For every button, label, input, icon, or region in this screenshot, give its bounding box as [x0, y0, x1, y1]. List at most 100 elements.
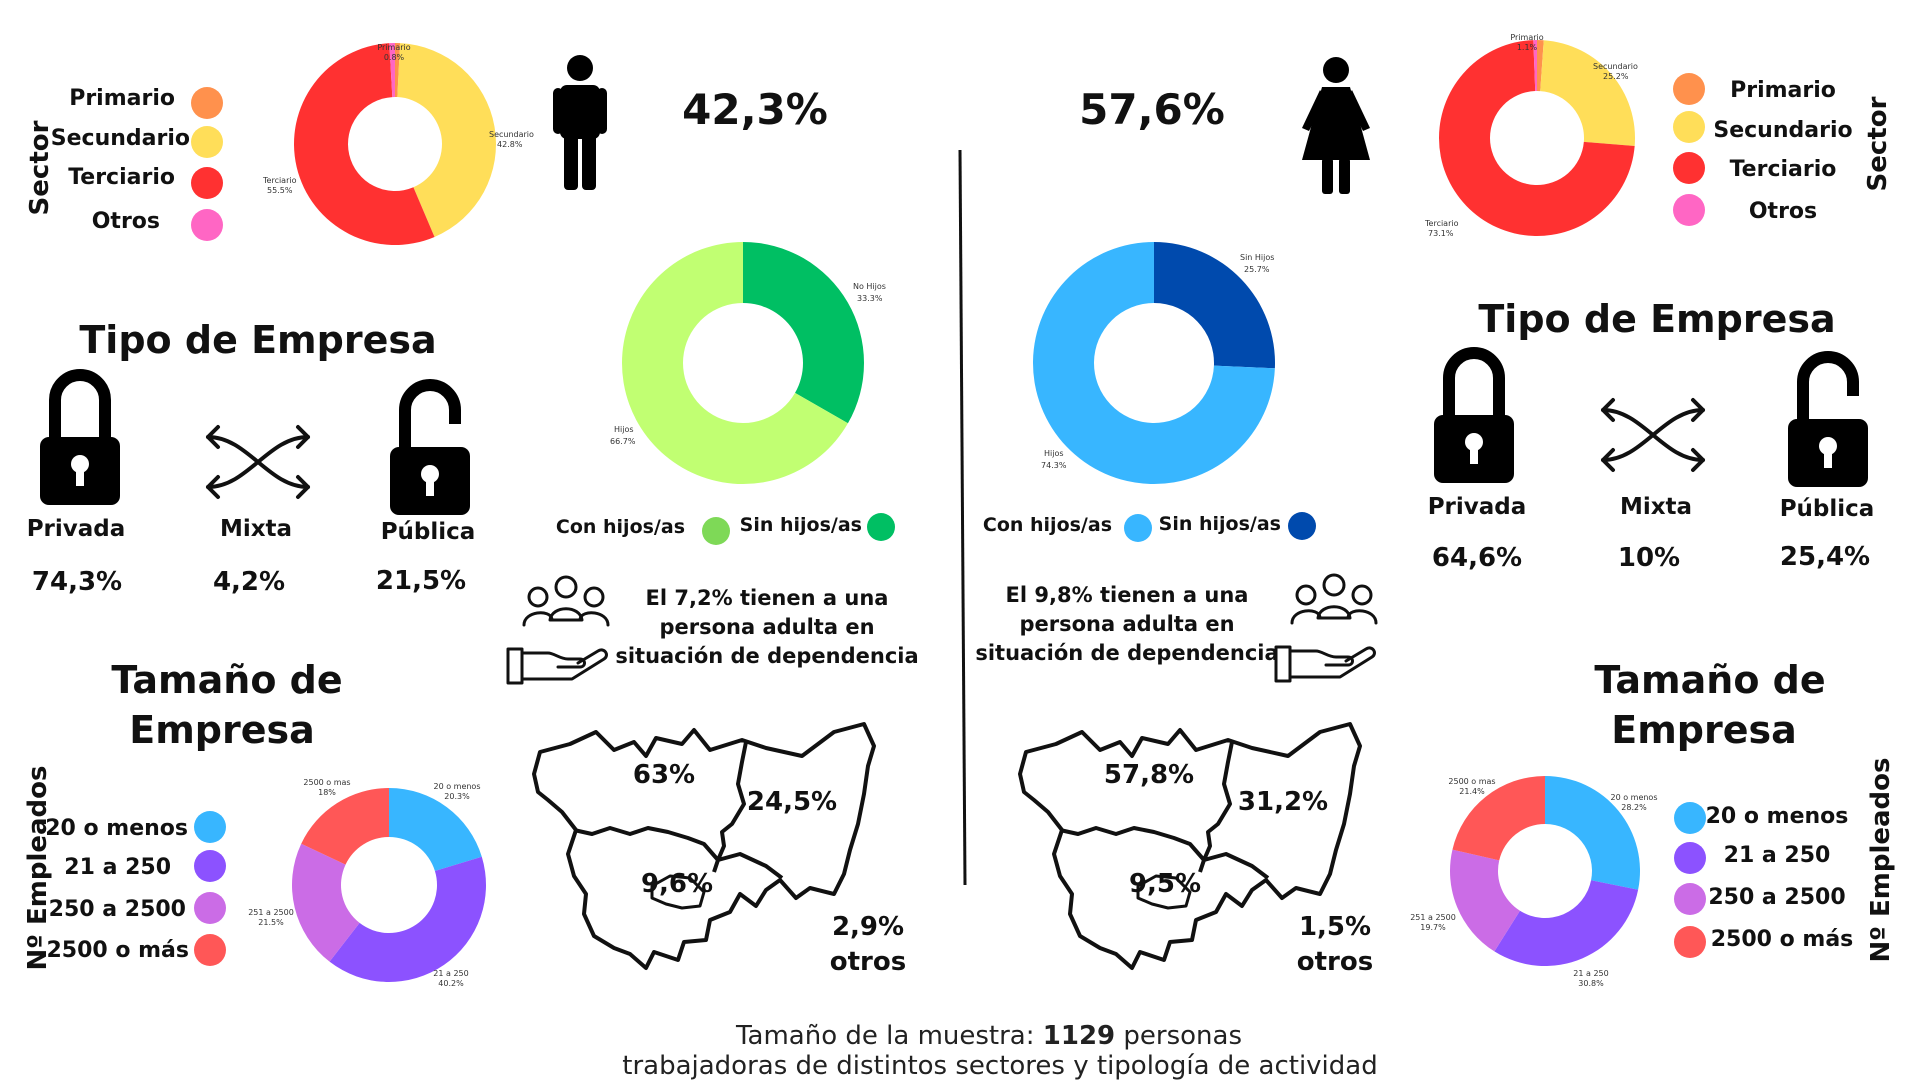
- tipo-empresa-title-women: Tipo de Empresa: [1478, 297, 1835, 341]
- legend-secundario-label: Secundario: [51, 126, 190, 151]
- legend-secundario-label-w: Secundario: [1713, 118, 1852, 143]
- sector-men-slice-terciario: [294, 43, 435, 245]
- legend-sin-hijos-swatch-men: [867, 513, 895, 541]
- legend-size-21-250-swatch-men: [194, 850, 226, 882]
- size-men-label-2500: 2500 o mas: [303, 778, 350, 787]
- sector-donut-men: [294, 43, 497, 245]
- sector-legend-women: Primario Secundario Terciario Otros: [1673, 73, 1853, 226]
- size-men-value-2500: 18%: [318, 788, 336, 797]
- hijos-men-label-si: Hijos: [614, 425, 634, 434]
- legend-terciario-swatch: [191, 167, 223, 199]
- tipo-privada-label-women: Privada: [1428, 494, 1527, 520]
- hijos-women-value-si: 74.3%: [1041, 461, 1067, 470]
- size-men-slice-21-a-250: [329, 856, 486, 982]
- size-women-value-251: 19.7%: [1420, 923, 1446, 932]
- legend-sin-hijos-women: Sin hijos/as: [1159, 513, 1281, 535]
- legend-con-hijos-swatch-women: [1124, 514, 1152, 542]
- hijos-donut-men: [621, 242, 864, 484]
- lock-open-icon-women: [1788, 357, 1868, 487]
- tipo-privada-value-women: 64,6%: [1432, 543, 1522, 573]
- dependency-care-icon-women: [1274, 573, 1378, 683]
- sector-women-value-terciario: 73.1%: [1428, 229, 1454, 238]
- size-men-label-21: 21 a 250: [433, 969, 468, 978]
- hijos-men-slice-hijos: [621, 242, 848, 484]
- dependencia-men-line1: El 7,2% tienen a una: [646, 586, 889, 610]
- legend-primario-swatch-w: [1673, 73, 1705, 105]
- hijos-men-value-no: 33.3%: [857, 294, 883, 303]
- dependencia-women-line1: El 9,8% tienen a una: [1006, 583, 1249, 607]
- legend-size-21-250-men: 21 a 250: [64, 855, 171, 880]
- legend-con-hijos-men: Con hijos/as: [556, 516, 685, 538]
- dependencia-men-line3: situación de dependencia: [615, 644, 918, 668]
- tipo-empresa-title-men: Tipo de Empresa: [79, 318, 436, 362]
- map-women-c: 9,5%: [1129, 869, 1201, 899]
- legend-otros-swatch: [191, 209, 223, 241]
- sector-donut-women: [1439, 40, 1636, 236]
- tipo-publica-value: 21,5%: [376, 566, 466, 596]
- size-women-label-2500: 2500 o mas: [1448, 777, 1495, 786]
- hijos-women-slice-sin-hijos: [1154, 242, 1276, 369]
- hijos-men-label-no: No Hijos: [853, 282, 886, 291]
- legend-sin-hijos-men: Sin hijos/as: [740, 514, 862, 536]
- legend-size-250-2500-swatch-w: [1674, 883, 1706, 915]
- size-women-value-20: 28.2%: [1621, 803, 1647, 812]
- sector-men-label-terciario: Terciario: [262, 176, 297, 185]
- size-donut-women: [1450, 776, 1640, 966]
- sector-men-slice-primario: [395, 43, 401, 98]
- map-women-otros-pct: 1,5%: [1299, 912, 1371, 942]
- legend-size-20-swatch-men: [194, 811, 226, 843]
- women-section: 57,6% Primario 1.1% Secundario 25.2% Ter…: [975, 33, 1896, 988]
- legend-primario-label: Primario: [69, 86, 175, 111]
- hijos-men-slice-no-hijos: [743, 242, 864, 424]
- map-men-c: 9,6%: [641, 869, 713, 899]
- size-men-slice-20-o-menos: [389, 788, 482, 872]
- sector-men-value-terciario: 55.5%: [267, 186, 293, 195]
- size-women-slice-20-o-menos: [1545, 776, 1640, 890]
- hijos-women-label-sin: Sin Hijos: [1240, 253, 1274, 262]
- legend-primario-label-w: Primario: [1730, 78, 1836, 103]
- dependencia-women-line2: persona adulta en: [1019, 612, 1234, 636]
- legend-terciario-label-w: Terciario: [1730, 157, 1837, 182]
- size-men-label-251: 251 a 2500: [248, 908, 294, 917]
- tipo-privada-value: 74,3%: [32, 567, 122, 597]
- legend-otros-label: Otros: [92, 209, 160, 234]
- size-men-label-20: 20 o menos: [433, 782, 480, 791]
- size-men-value-20: 20.3%: [444, 792, 470, 801]
- tamano-title-men-2: Empresa: [129, 708, 315, 752]
- legend-sin-hijos-swatch-women: [1288, 512, 1316, 540]
- hijos-women-value-sin: 25.7%: [1244, 265, 1270, 274]
- hijos-women-label-si: Hijos: [1044, 449, 1064, 458]
- footer-prefix: Tamaño de la muestra:: [735, 1021, 1035, 1051]
- tamano-title-women-2: Empresa: [1611, 708, 1797, 752]
- map-men-b: 24,5%: [747, 787, 837, 817]
- men-percent: 42,3%: [682, 85, 828, 134]
- sector-women-value-primario: 1.1%: [1517, 43, 1538, 52]
- sector-women-slice-secundario: [1540, 40, 1636, 146]
- size-men-slice-2500-o-mas: [301, 788, 389, 865]
- tipo-mixta-value: 4,2%: [213, 567, 285, 597]
- legend-size-250-2500-w: 250 a 2500: [1708, 885, 1845, 910]
- sector-women-value-secundario: 25.2%: [1603, 72, 1629, 81]
- footer-line2: trabajadoras de distintos sectores y tip…: [622, 1051, 1377, 1080]
- hijos-women-slice-hijos: [1033, 242, 1275, 484]
- legend-terciario-label: Terciario: [68, 165, 175, 190]
- sector-women-slice-otros: [1533, 40, 1537, 92]
- woman-icon: [1302, 57, 1370, 194]
- legend-secundario-swatch: [191, 126, 223, 158]
- size-legend-men: 20 o menos 21 a 250 250 a 2500 2500 o má…: [45, 811, 226, 966]
- empleados-vertical-label-w: Nº Empleados: [1866, 758, 1896, 963]
- size-women-label-20: 20 o menos: [1610, 793, 1657, 802]
- tipo-mixta-label-women: Mixta: [1620, 494, 1692, 520]
- tamano-title-women-1: Tamaño de: [1594, 658, 1825, 702]
- legend-size-2500-men: 2500 o más: [46, 938, 189, 963]
- tipo-mixta-value-women: 10%: [1618, 543, 1680, 573]
- size-women-slice-2500-o-mas: [1452, 776, 1545, 861]
- man-icon: [553, 55, 607, 190]
- size-women-value-2500: 21.4%: [1459, 787, 1485, 796]
- footer: Tamaño de la muestra: 1129 personas trab…: [622, 1021, 1377, 1080]
- region-map-men: [532, 722, 876, 970]
- legend-con-hijos-swatch-men: [702, 517, 730, 545]
- legend-otros-swatch-w: [1673, 194, 1705, 226]
- men-section: Sector Primario Secundario Terciario Otr…: [23, 43, 919, 988]
